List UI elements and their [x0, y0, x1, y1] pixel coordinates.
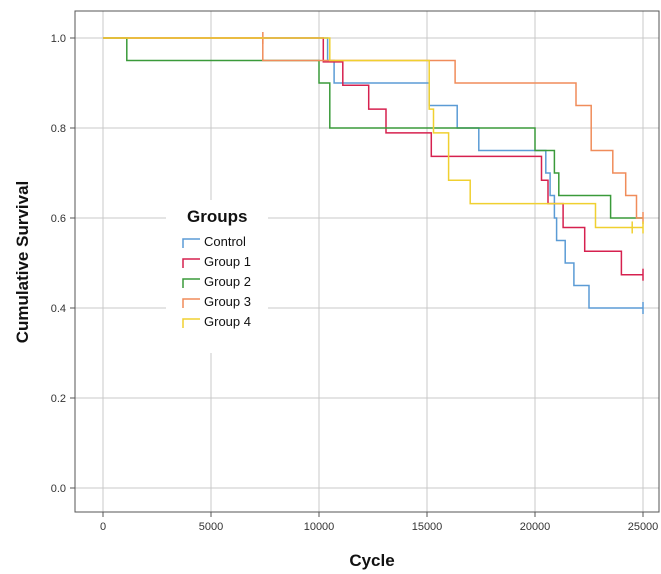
y-tick-label: 1.0: [51, 33, 66, 45]
survival-series: [103, 32, 644, 314]
x-tick-label: 10000: [304, 521, 335, 533]
series-line-group-2: [103, 37, 643, 219]
legend-label: Group 2: [204, 274, 251, 289]
legend-item-group-3: Group 3: [182, 294, 251, 309]
y-axis-title: Cumulative Survival: [13, 181, 32, 344]
legend-swatch: [182, 278, 200, 288]
axis-ticks: 0 5000 10000 15000 20000 25000 0.0 0.2 0.4 0.6 0.8…: [51, 33, 659, 533]
grid-lines: [75, 11, 659, 512]
y-tick-label: 0.4: [51, 303, 66, 315]
legend-label: Group 4: [204, 314, 251, 329]
legend-item-control: Control: [182, 234, 246, 249]
legend-swatch: [182, 238, 200, 248]
x-tick-label: 5000: [199, 521, 223, 533]
legend-swatch: [182, 258, 200, 268]
legend-item-group-2: Group 2: [182, 274, 251, 289]
x-tick-label: 0: [100, 521, 106, 533]
y-tick-label: 0.6: [51, 213, 66, 225]
x-tick-label: 20000: [520, 521, 551, 533]
legend: Groups Control Group 1 Group 2 Group 3 Group…: [166, 200, 268, 353]
series-line-group-4: [103, 37, 643, 229]
legend-swatch: [182, 298, 200, 308]
legend-swatch: [182, 318, 200, 328]
series-line-group-1: [103, 37, 643, 276]
x-axis-title: Cycle: [349, 551, 394, 570]
legend-label: Group 1: [204, 254, 251, 269]
legend-title: Groups: [187, 207, 247, 226]
legend-label: Control: [204, 234, 246, 249]
y-tick-label: 0.0: [51, 483, 66, 495]
x-tick-label: 15000: [412, 521, 443, 533]
x-tick-label: 25000: [628, 521, 659, 533]
legend-item-group-4: Group 4: [182, 314, 251, 329]
y-tick-label: 0.8: [51, 123, 66, 135]
series-line-control: [103, 37, 643, 309]
plot-frame: [74, 10, 660, 513]
legend-items: Control Group 1 Group 2 Group 3 Group 4: [182, 234, 251, 329]
y-tick-label: 0.2: [51, 393, 66, 405]
legend-item-group-1: Group 1: [182, 254, 251, 269]
legend-label: Group 3: [204, 294, 251, 309]
